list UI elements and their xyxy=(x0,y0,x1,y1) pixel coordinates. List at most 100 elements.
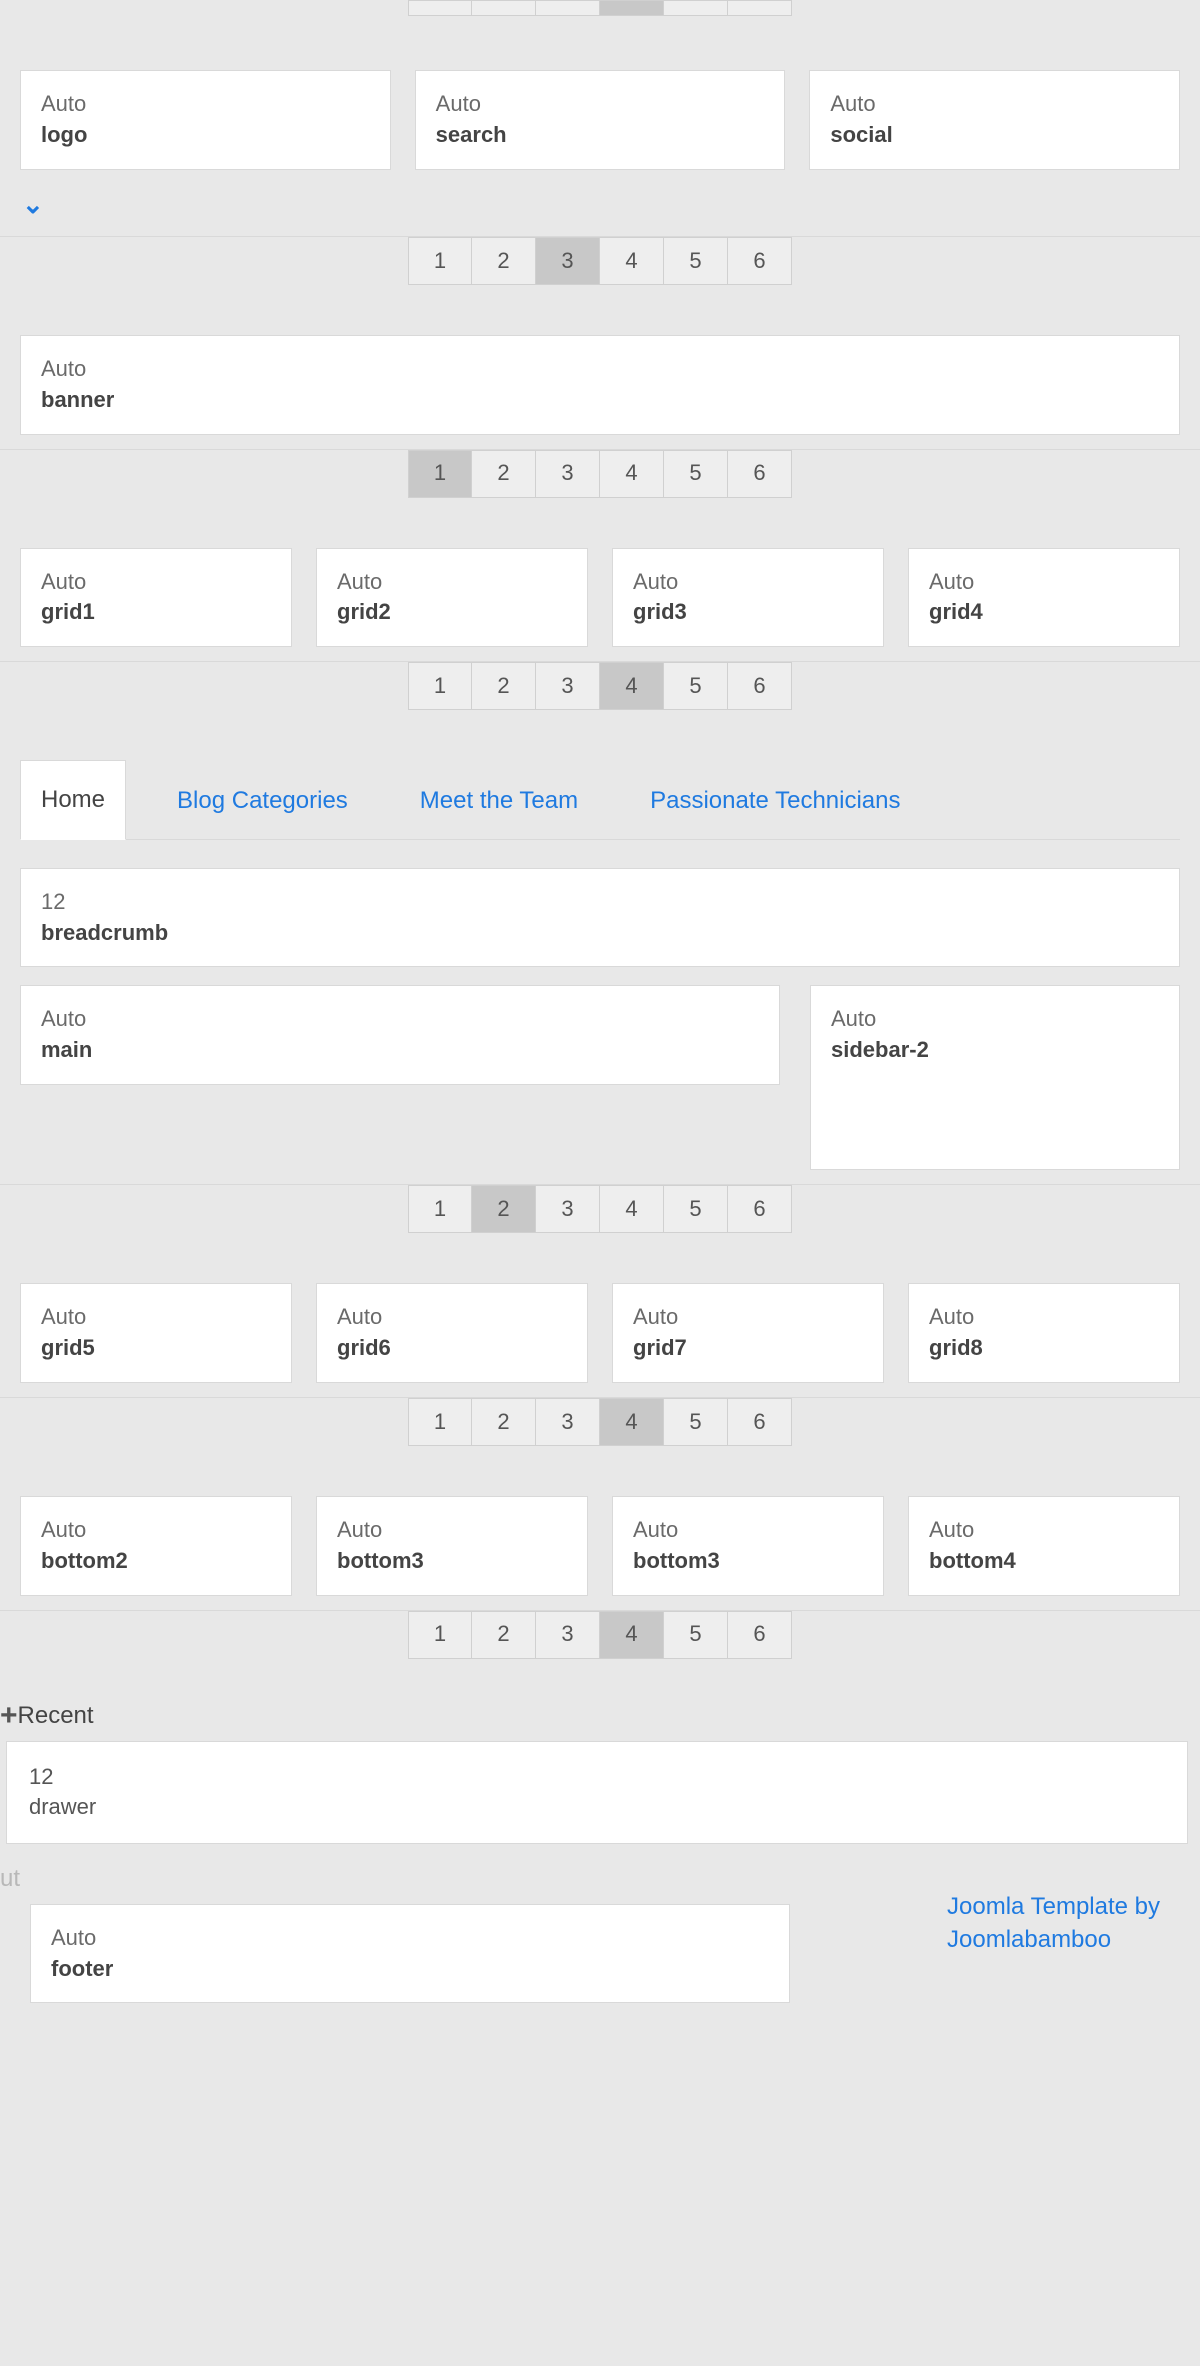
pager-item[interactable]: 5 xyxy=(664,237,728,285)
drawer-toggle[interactable]: + Recent xyxy=(0,1689,1194,1741)
module-name: logo xyxy=(41,120,370,151)
pager-item[interactable]: 6 xyxy=(728,1611,792,1659)
pager-section2: 1 2 3 4 5 6 xyxy=(408,450,792,498)
module-social[interactable]: Auto social xyxy=(809,70,1180,170)
module-name: search xyxy=(436,120,765,151)
module-sidebar-2[interactable]: Auto sidebar-2 xyxy=(810,985,1180,1170)
pager-item[interactable]: 5 xyxy=(664,1185,728,1233)
pager-item[interactable]: 2 xyxy=(472,1611,536,1659)
module-grid5[interactable]: Auto grid5 xyxy=(20,1283,292,1383)
pager-item[interactable]: 1 xyxy=(408,1185,472,1233)
pager-item[interactable] xyxy=(408,0,472,16)
module-name: grid4 xyxy=(929,597,1159,628)
module-banner[interactable]: Auto banner xyxy=(20,335,1180,435)
module-size: Auto xyxy=(337,1515,567,1546)
pager-item[interactable]: 4 xyxy=(600,1611,664,1659)
pager-item[interactable] xyxy=(536,0,600,16)
footer-link-template-by[interactable]: Joomla Template by xyxy=(947,1890,1160,1924)
module-size: Auto xyxy=(41,1302,271,1333)
pager-item[interactable]: 2 xyxy=(472,662,536,710)
tab-meet-the-team[interactable]: Meet the Team xyxy=(399,761,599,840)
module-name: grid6 xyxy=(337,1333,567,1364)
module-footer[interactable]: Auto footer xyxy=(30,1904,790,2004)
pager-item[interactable]: 3 xyxy=(536,1185,600,1233)
pager-item[interactable]: 1 xyxy=(408,662,472,710)
module-size: Auto xyxy=(929,1302,1159,1333)
pager-item[interactable]: 3 xyxy=(536,1611,600,1659)
module-bottom3a[interactable]: Auto bottom3 xyxy=(316,1496,588,1596)
module-bottom3b[interactable]: Auto bottom3 xyxy=(612,1496,884,1596)
pager-item[interactable] xyxy=(600,0,664,16)
pager-item[interactable]: 3 xyxy=(536,1398,600,1446)
pager-item[interactable]: 2 xyxy=(472,237,536,285)
pager-item[interactable]: 1 xyxy=(408,1398,472,1446)
pager-item[interactable]: 5 xyxy=(664,1398,728,1446)
module-bottom4[interactable]: Auto bottom4 xyxy=(908,1496,1180,1596)
tab-blog-categories[interactable]: Blog Categories xyxy=(156,761,369,840)
section-logo-search-social: Auto logo Auto search Auto social ⌄ 1 2 … xyxy=(0,50,1200,285)
pager-item[interactable]: 4 xyxy=(600,237,664,285)
pager-item[interactable] xyxy=(728,0,792,16)
module-grid7[interactable]: Auto grid7 xyxy=(612,1283,884,1383)
pager-item[interactable]: 2 xyxy=(472,450,536,498)
pager-item[interactable]: 5 xyxy=(664,450,728,498)
top-pager-strip xyxy=(0,0,1200,16)
module-bottom2[interactable]: Auto bottom2 xyxy=(20,1496,292,1596)
module-drawer[interactable]: 12 drawer xyxy=(6,1741,1188,1845)
pager-item[interactable]: 5 xyxy=(664,662,728,710)
module-logo[interactable]: Auto logo xyxy=(20,70,391,170)
pager-item[interactable]: 4 xyxy=(600,1398,664,1446)
module-name: banner xyxy=(41,385,1159,416)
pager-item[interactable]: 6 xyxy=(728,662,792,710)
module-grid2[interactable]: Auto grid2 xyxy=(316,548,588,648)
pager-item[interactable]: 1 xyxy=(408,1611,472,1659)
section-main-content: Home Blog Categories Meet the Team Passi… xyxy=(0,740,1200,1233)
pager-section3: 1 2 3 4 5 6 xyxy=(408,662,792,710)
tab-home[interactable]: Home xyxy=(20,760,126,840)
pager-item[interactable]: 4 xyxy=(600,1185,664,1233)
module-size: Auto xyxy=(41,354,1159,385)
pager-item[interactable]: 3 xyxy=(536,450,600,498)
module-size: 12 xyxy=(29,1762,1165,1793)
module-size: Auto xyxy=(41,1515,271,1546)
module-breadcrumb[interactable]: 12 breadcrumb xyxy=(20,868,1180,968)
module-grid1[interactable]: Auto grid1 xyxy=(20,548,292,648)
module-grid3[interactable]: Auto grid3 xyxy=(612,548,884,648)
drawer-header-label: Recent xyxy=(18,1699,94,1733)
pager-item[interactable]: 1 xyxy=(408,450,472,498)
pager-wrap: 1 2 3 4 5 6 xyxy=(0,236,1200,285)
module-size: Auto xyxy=(41,567,271,598)
module-grid8[interactable]: Auto grid8 xyxy=(908,1283,1180,1383)
tab-passionate-technicians[interactable]: Passionate Technicians xyxy=(629,761,921,840)
pager-wrap: 1 2 3 4 5 6 xyxy=(0,1610,1200,1659)
pager-item[interactable] xyxy=(664,0,728,16)
module-name: main xyxy=(41,1035,759,1066)
module-name: bottom3 xyxy=(337,1546,567,1577)
pager-item[interactable]: 6 xyxy=(728,450,792,498)
pager-item[interactable]: 3 xyxy=(536,662,600,710)
drawer-section: + Recent 12 drawer ut xyxy=(0,1689,1200,1904)
pager-item[interactable]: 2 xyxy=(472,1398,536,1446)
module-size: Auto xyxy=(436,89,765,120)
pager-item[interactable]: 2 xyxy=(472,1185,536,1233)
module-search[interactable]: Auto search xyxy=(415,70,786,170)
section-bottom: Auto bottom2 Auto bottom3 Auto bottom3 A… xyxy=(0,1476,1200,1659)
pager-wrap: 1 2 3 4 5 6 xyxy=(0,449,1200,498)
footer-link-joomlabamboo[interactable]: Joomlabamboo xyxy=(947,1923,1160,1957)
chevron-down-icon[interactable]: ⌄ xyxy=(20,186,44,222)
pager-item[interactable]: 6 xyxy=(728,1398,792,1446)
pager-item[interactable]: 5 xyxy=(664,1611,728,1659)
pager-item[interactable]: 6 xyxy=(728,237,792,285)
module-main[interactable]: Auto main xyxy=(20,985,780,1085)
pager-item[interactable]: 6 xyxy=(728,1185,792,1233)
pager-item[interactable] xyxy=(472,0,536,16)
module-grid6[interactable]: Auto grid6 xyxy=(316,1283,588,1383)
module-name: grid1 xyxy=(41,597,271,628)
module-grid4[interactable]: Auto grid4 xyxy=(908,548,1180,648)
pager-item[interactable]: 4 xyxy=(600,662,664,710)
pager-item[interactable]: 4 xyxy=(600,450,664,498)
pager-item[interactable]: 1 xyxy=(408,237,472,285)
pager-item[interactable]: 3 xyxy=(536,237,600,285)
pager-wrap: 1 2 3 4 5 6 xyxy=(0,1184,1200,1233)
module-name: grid7 xyxy=(633,1333,863,1364)
